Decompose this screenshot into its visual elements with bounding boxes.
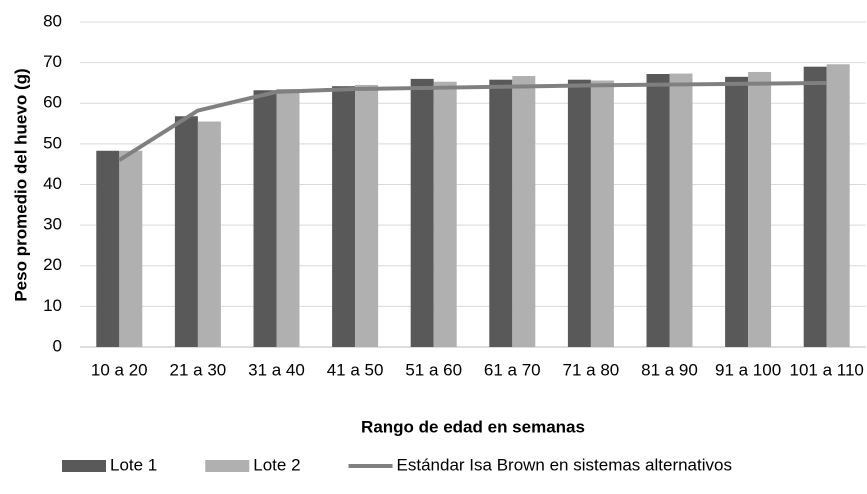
bar	[410, 78, 434, 347]
bar	[96, 150, 120, 347]
bar	[174, 116, 198, 347]
x-tick-label: 21 a 30	[170, 360, 227, 379]
y-tick-label: 10	[43, 296, 62, 315]
x-tick-label: 41 a 50	[327, 360, 384, 379]
y-tick-label: 30	[43, 215, 62, 234]
y-axis-title: Peso promedio del huevo (g)	[11, 68, 30, 301]
x-axis-title: Rango de edad en semanas	[361, 417, 585, 436]
x-tick-label: 31 a 40	[248, 360, 305, 379]
bar	[803, 66, 827, 347]
legend-label: Lote 2	[253, 455, 300, 474]
x-tick-label: 61 a 70	[484, 360, 541, 379]
bar	[119, 150, 143, 347]
bar	[197, 121, 221, 347]
y-tick-label: 40	[43, 174, 62, 193]
x-tick-label: 91 a 100	[715, 360, 781, 379]
x-tick-label: 10 a 20	[91, 360, 148, 379]
y-tick-label: 50	[43, 133, 62, 152]
bar	[646, 74, 670, 347]
y-tick-label: 60	[43, 93, 62, 112]
legend-swatch	[205, 460, 250, 472]
legend-label: Estándar Isa Brown en sistemas alternati…	[397, 455, 732, 474]
bar	[590, 80, 614, 347]
x-tick-label: 81 a 90	[641, 360, 698, 379]
bar	[489, 79, 513, 347]
bar	[276, 89, 300, 347]
bar	[253, 90, 277, 347]
x-tick-label: 101 a 110	[790, 360, 864, 379]
bar	[512, 76, 536, 347]
y-tick-label: 0	[53, 336, 62, 355]
x-tick-label: 71 a 80	[563, 360, 620, 379]
y-tick-label: 70	[43, 52, 62, 71]
bar	[826, 64, 850, 347]
bar	[669, 73, 693, 347]
bar	[355, 84, 379, 347]
line	[118, 80, 827, 162]
bar	[567, 79, 591, 347]
legend-swatch	[62, 460, 106, 472]
y-tick-label: 80	[43, 11, 62, 30]
bar	[725, 76, 749, 347]
bar	[433, 81, 457, 347]
bar	[748, 71, 772, 347]
y-tick-label: 20	[43, 255, 62, 274]
x-tick-label: 51 a 60	[405, 360, 462, 379]
bar	[332, 86, 356, 347]
legend-label: Lote 1	[110, 455, 157, 474]
